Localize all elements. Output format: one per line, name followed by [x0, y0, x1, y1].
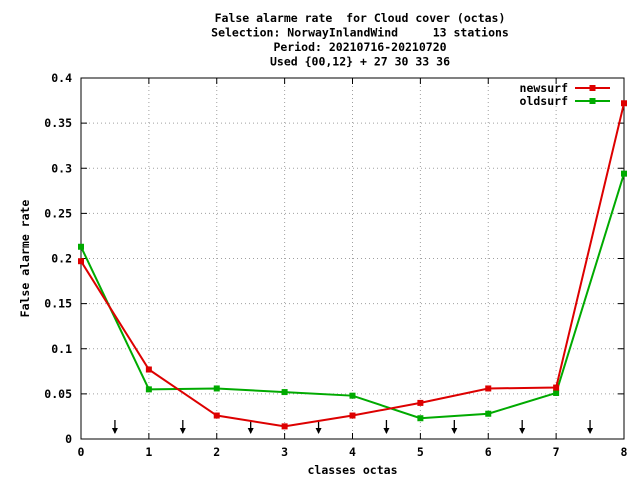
data-point-newsurf — [349, 412, 356, 419]
arrow-markers — [111, 420, 594, 434]
data-point-newsurf — [78, 258, 84, 265]
data-point-oldsurf — [349, 392, 356, 399]
data-point-newsurf — [145, 366, 152, 373]
arrow-marker-head — [587, 428, 594, 434]
y-tick-label: 0.2 — [51, 252, 72, 266]
y-axis-label: False alarme rate — [18, 200, 32, 318]
title-line: False alarme rate for Cloud cover (octas… — [215, 11, 506, 25]
data-point-oldsurf — [78, 243, 84, 250]
arrow-marker-head — [247, 428, 254, 434]
y-tick-label: 0.25 — [44, 206, 72, 220]
chart-title: False alarme rate for Cloud cover (octas… — [211, 11, 509, 69]
data-point-newsurf — [485, 385, 492, 392]
arrow-marker-head — [519, 428, 526, 434]
y-tick-label: 0 — [65, 432, 72, 446]
arrow-marker-head — [315, 428, 322, 434]
data-point-newsurf — [621, 100, 627, 107]
arrow-marker-head — [383, 428, 390, 434]
data-point-newsurf — [213, 412, 220, 419]
x-tick-label: 8 — [621, 445, 628, 459]
legend-swatch-marker — [589, 85, 596, 91]
title-line: Used {00,12} + 27 30 33 36 — [270, 55, 450, 69]
x-tick-label: 6 — [485, 445, 492, 459]
x-tick-label: 2 — [213, 445, 220, 459]
series — [78, 100, 627, 430]
grid — [81, 78, 624, 439]
axis-ticks: 0 1 2 3 4 5 6 7 8 0 0.05 0.1 0.15 0.2 0.25 0.3 0.35 0.4 — [44, 71, 627, 459]
arrow-marker-head — [179, 428, 186, 434]
legend-swatch-marker — [589, 98, 596, 104]
y-tick-label: 0.35 — [44, 116, 72, 130]
title-line: Period: 20210716-20210720 — [273, 40, 446, 54]
y-tick-label: 0.15 — [44, 297, 72, 311]
arrow-marker-head — [111, 428, 118, 434]
x-tick-label: 3 — [281, 445, 288, 459]
data-point-oldsurf — [281, 389, 288, 396]
data-point-newsurf — [553, 384, 560, 391]
legend-label: newsurf — [520, 81, 569, 95]
data-point-oldsurf — [553, 389, 560, 396]
x-axis-label: classes octas — [307, 463, 397, 477]
x-tick-label: 5 — [417, 445, 424, 459]
data-point-newsurf — [281, 423, 288, 430]
arrow-marker-head — [451, 428, 458, 434]
x-tick-label: 4 — [349, 445, 356, 459]
x-tick-label: 7 — [553, 445, 560, 459]
y-tick-label: 0.4 — [51, 71, 72, 85]
legend-label: oldsurf — [520, 94, 569, 108]
title-line: Selection: NorwayInlandWind 13 stations — [211, 26, 509, 40]
series-line-newsurf — [80, 103, 625, 428]
y-tick-label: 0.3 — [51, 161, 72, 175]
x-tick-label: 0 — [78, 445, 85, 459]
data-point-newsurf — [417, 399, 424, 406]
y-tick-label: 0.05 — [44, 387, 72, 401]
data-point-oldsurf — [145, 386, 152, 393]
y-tick-label: 0.1 — [51, 342, 72, 356]
data-point-oldsurf — [213, 385, 220, 392]
data-point-oldsurf — [485, 410, 492, 417]
data-point-oldsurf — [417, 415, 424, 422]
x-tick-label: 1 — [145, 445, 152, 459]
data-point-oldsurf — [621, 170, 627, 177]
